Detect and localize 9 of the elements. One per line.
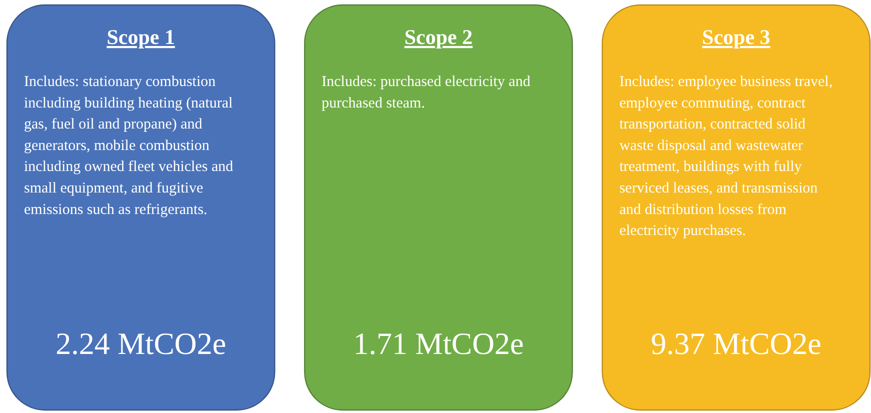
category-label: Scope 1 [106, 25, 175, 49]
data-label: 1.71 MtCO2e [353, 326, 524, 361]
category-label: Scope 2 [404, 25, 473, 49]
text: Includes: stationary combustion including building heating (natural gas, fuel oil and propane) and generators, mobile combustion including owned fleet vehicles and small equipment, and fugitive emissions such as refrigerants. [24, 74, 234, 218]
text: Includes: employee business travel, employee commuting, contract transportation, contracted solid waste disposal and wastewater treatment, buildings with fully serviced leases, and transmission and distribution losses from electricity purchases. [619, 74, 833, 240]
category-label: Scope 3 [702, 25, 770, 49]
data-label: 2.24 MtCO2e [56, 326, 226, 361]
text: Includes: purchased electricity and purchased steam. [322, 74, 531, 112]
data-label: 9.37 MtCO2e [650, 326, 822, 361]
